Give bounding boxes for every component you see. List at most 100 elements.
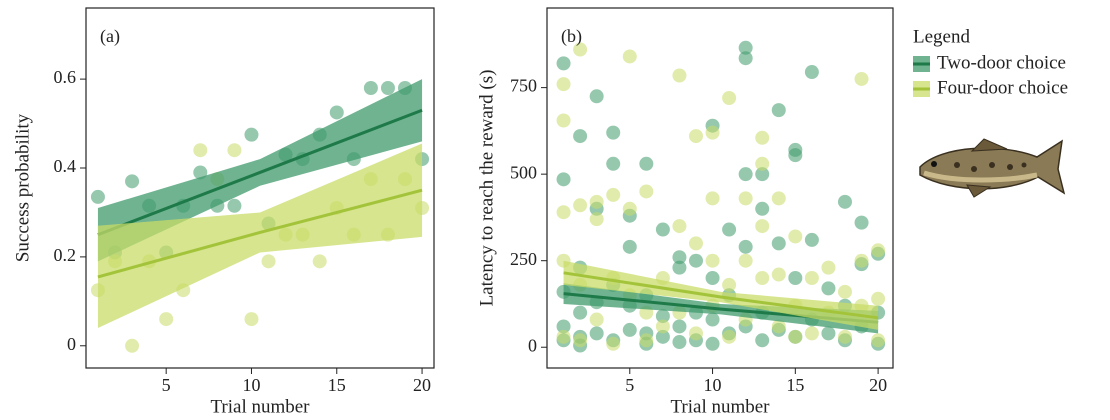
fit-line: [97, 108, 423, 237]
point: [771, 191, 786, 206]
point: [788, 329, 803, 344]
point: [755, 167, 770, 182]
point: [705, 271, 720, 285]
panel-label: (a): [100, 26, 120, 47]
point: [244, 127, 259, 142]
point: [804, 326, 819, 341]
point: [589, 326, 604, 341]
point: [688, 129, 703, 144]
x-tick-label: 20: [413, 375, 431, 395]
x-tick-label: 15: [786, 375, 804, 395]
point: [854, 215, 869, 230]
point: [672, 219, 687, 234]
point: [589, 89, 604, 104]
point: [606, 156, 621, 171]
point: [755, 271, 770, 285]
point: [363, 81, 378, 95]
point: [804, 232, 819, 247]
point: [788, 229, 803, 244]
point: [854, 71, 869, 86]
point: [655, 309, 670, 324]
point: [655, 319, 670, 334]
y-tick-label: 0.2: [54, 245, 77, 265]
fish-illustration: [919, 138, 1066, 198]
point: [738, 239, 753, 254]
x-tick-label: 15: [328, 375, 346, 395]
point: [755, 219, 770, 234]
plot-frame: [546, 7, 894, 369]
point: [722, 329, 737, 344]
point: [705, 336, 720, 351]
point: [556, 113, 571, 128]
point: [871, 333, 886, 348]
point: [573, 42, 588, 57]
point: [672, 260, 687, 275]
plot-frame: [85, 7, 435, 369]
point: [573, 305, 588, 320]
point: [606, 125, 621, 140]
point: [771, 267, 786, 282]
point: [639, 333, 654, 348]
point: [871, 291, 886, 306]
point: [655, 329, 670, 344]
legend-label: Two-door choice: [937, 52, 1066, 73]
point: [573, 129, 588, 144]
point: [606, 336, 621, 351]
point: [556, 329, 571, 344]
y-tick-label: 250: [510, 249, 537, 269]
point: [837, 284, 852, 299]
point: [738, 167, 753, 182]
point: [639, 184, 654, 199]
point: [722, 222, 737, 237]
confidence-band: [97, 79, 423, 262]
y-tick-label: 750: [510, 76, 537, 96]
point: [705, 125, 720, 140]
point: [821, 326, 836, 341]
point: [788, 271, 803, 285]
point: [556, 172, 571, 187]
point: [589, 212, 604, 227]
confidence-band: [97, 143, 423, 328]
point: [556, 319, 571, 334]
point: [755, 333, 770, 348]
legend-label: Four-door choice: [937, 77, 1068, 98]
point: [639, 156, 654, 171]
point: [125, 338, 140, 353]
point: [622, 201, 637, 216]
y-axis-label: Latency to reach the reward (s): [476, 70, 497, 307]
point: [755, 130, 770, 145]
point: [688, 236, 703, 251]
fit-line: [97, 188, 423, 279]
x-tick-label: 10: [704, 375, 722, 395]
point: [227, 198, 242, 213]
x-axis-label: Trial number: [210, 396, 310, 417]
point: [821, 281, 836, 296]
x-tick-label: 5: [162, 375, 171, 395]
point: [380, 81, 395, 95]
x-tick-label: 5: [625, 375, 634, 395]
point: [738, 40, 753, 55]
point: [655, 222, 670, 237]
point: [738, 51, 753, 66]
point: [821, 260, 836, 275]
point: [755, 156, 770, 171]
point: [854, 253, 869, 268]
x-axis-label: Trial number: [670, 396, 770, 417]
y-tick-label: 0: [528, 335, 537, 355]
point: [688, 326, 703, 341]
panel-label: (b): [561, 26, 582, 47]
point: [622, 49, 637, 64]
point: [312, 254, 327, 269]
point: [738, 253, 753, 268]
point: [722, 91, 737, 105]
point: [622, 322, 637, 337]
point: [804, 271, 819, 285]
confidence-band: [563, 260, 879, 330]
point: [573, 333, 588, 348]
point: [672, 335, 687, 350]
point: [705, 253, 720, 268]
point: [705, 191, 720, 206]
point: [871, 243, 886, 258]
point: [556, 77, 571, 92]
